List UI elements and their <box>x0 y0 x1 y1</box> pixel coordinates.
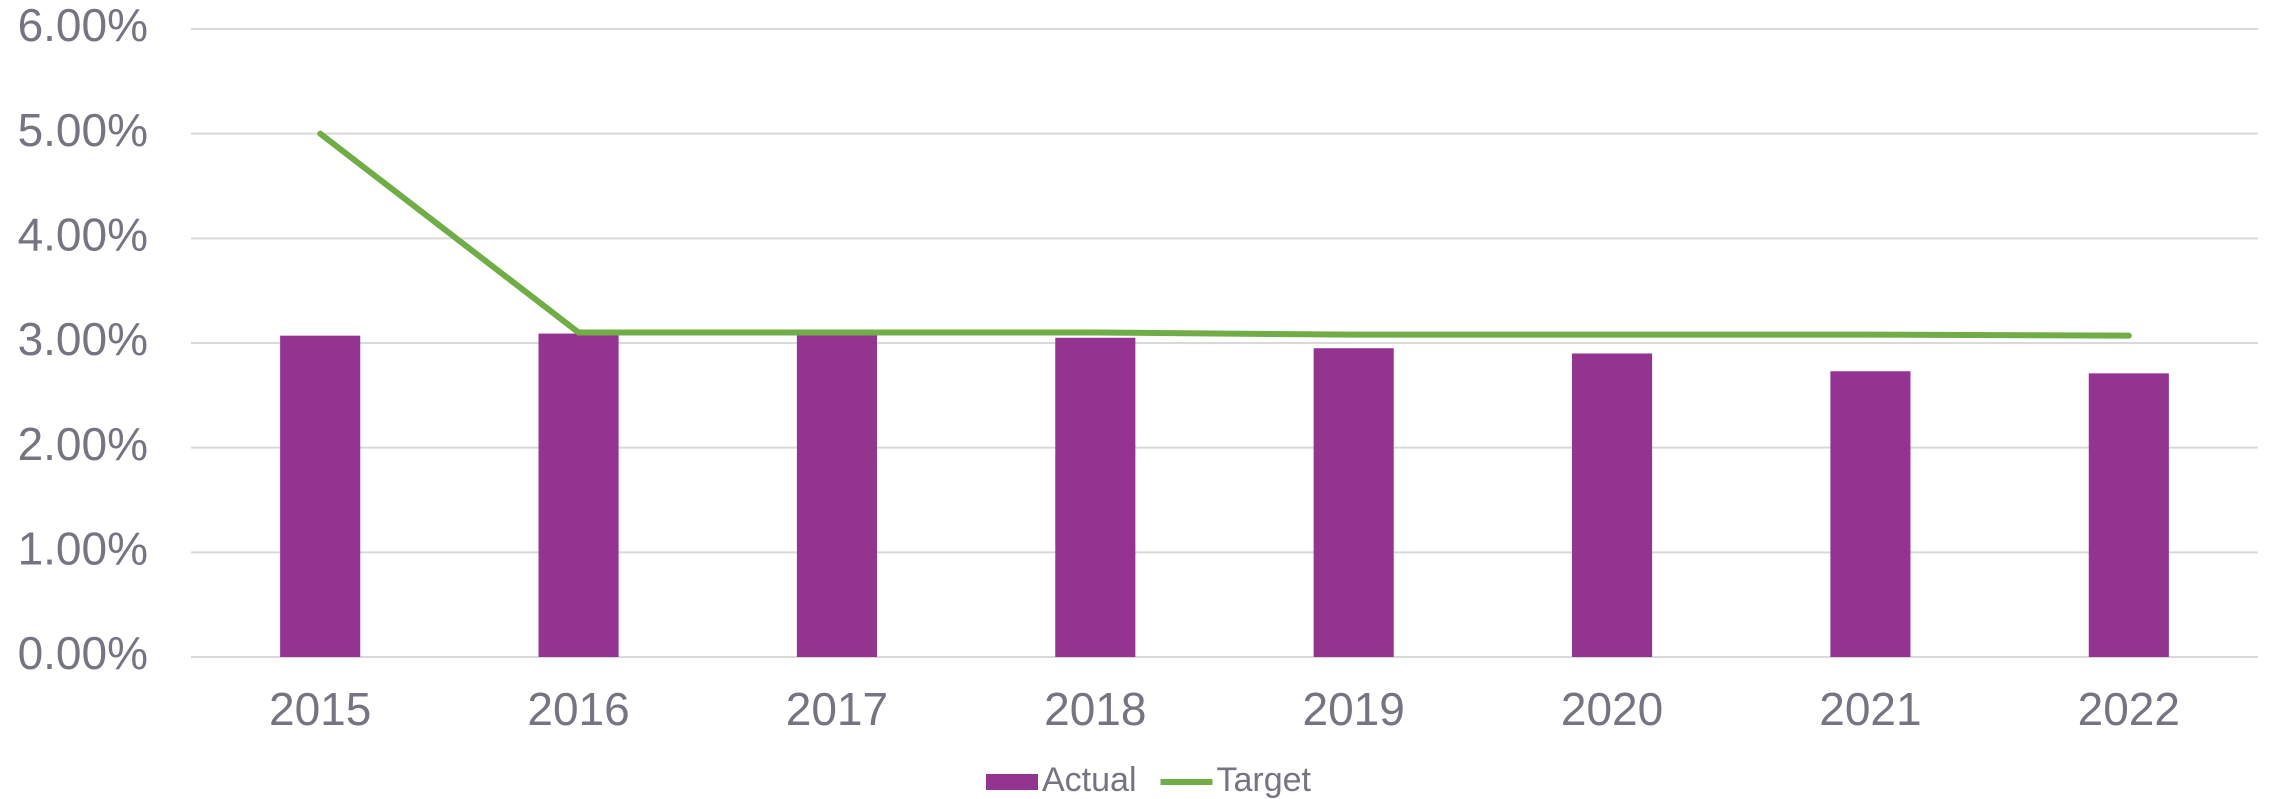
line <box>317 130 2132 339</box>
y-tick-label: 4.00% <box>18 208 148 260</box>
x-tick-label: 2017 <box>786 683 888 735</box>
bar <box>1830 371 1911 657</box>
y-tick-label: 1.00% <box>18 522 148 574</box>
legend-label: Actual <box>1042 761 1137 799</box>
bar <box>1313 348 1394 657</box>
y-tick-label: 6.00% <box>18 0 148 51</box>
legend-label: Target <box>1217 761 1312 799</box>
x-tick-label: 2019 <box>1303 683 1405 735</box>
bar <box>538 333 619 657</box>
y-tick-label: 2.00% <box>18 418 148 470</box>
bar <box>2088 373 2169 657</box>
x-tick-label: 2020 <box>1561 683 1663 735</box>
x-tick-label: 2015 <box>269 683 371 735</box>
x-tick-label: 2022 <box>2078 683 2180 735</box>
y-tick-label: 5.00% <box>18 104 148 156</box>
y-tick-label: 3.00% <box>18 313 148 365</box>
legend-swatch <box>986 774 1038 790</box>
x-tick-label: 2021 <box>1819 683 1921 735</box>
bar <box>796 334 877 657</box>
y-tick-label: 0.00% <box>18 627 148 679</box>
x-tick-label: 2016 <box>527 683 629 735</box>
bar <box>1055 337 1136 657</box>
bar <box>1572 353 1653 657</box>
x-tick-label: 2018 <box>1044 683 1146 735</box>
bar <box>280 335 361 657</box>
